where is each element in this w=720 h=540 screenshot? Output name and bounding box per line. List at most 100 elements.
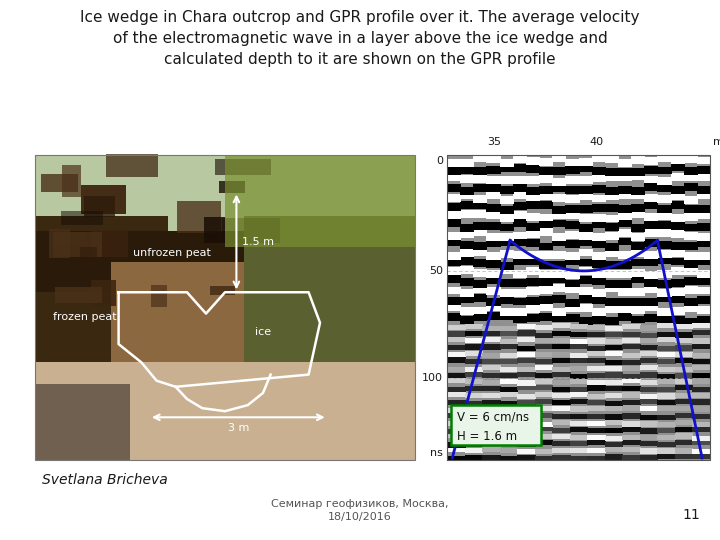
Bar — [513, 155, 527, 163]
Bar — [588, 456, 606, 461]
Bar — [535, 440, 553, 445]
Bar — [482, 365, 500, 370]
Bar — [500, 177, 514, 184]
Bar — [517, 408, 536, 413]
Bar — [526, 297, 540, 305]
Bar — [570, 456, 588, 461]
Bar — [460, 256, 474, 265]
Bar — [644, 183, 658, 191]
Bar — [693, 343, 711, 349]
Bar — [605, 401, 624, 406]
Bar — [605, 223, 619, 231]
Bar — [482, 359, 500, 364]
Bar — [500, 331, 518, 336]
Bar — [500, 312, 514, 320]
Bar — [482, 447, 500, 452]
Bar — [464, 338, 483, 343]
Bar — [513, 211, 527, 219]
Bar — [631, 224, 645, 232]
Text: unfrozen peat: unfrozen peat — [133, 248, 211, 258]
Bar — [513, 165, 527, 172]
Bar — [640, 435, 658, 441]
Bar — [517, 394, 536, 399]
Bar — [670, 242, 685, 250]
Bar — [697, 186, 711, 194]
Bar — [482, 326, 500, 331]
Bar — [517, 380, 536, 386]
Text: Svetlana Bricheva: Svetlana Bricheva — [42, 473, 168, 487]
Bar — [460, 187, 474, 195]
Bar — [605, 271, 619, 278]
Bar — [618, 261, 632, 269]
Bar — [487, 191, 500, 199]
Bar — [605, 393, 624, 399]
Bar — [552, 314, 567, 322]
Bar — [618, 186, 632, 194]
Bar — [640, 345, 658, 350]
Bar — [693, 440, 711, 445]
Bar — [500, 367, 518, 372]
Bar — [464, 386, 483, 391]
Bar — [473, 195, 487, 203]
Bar — [464, 351, 483, 356]
Bar — [693, 427, 711, 433]
Bar — [447, 219, 461, 227]
Bar — [657, 177, 672, 185]
Bar — [693, 454, 711, 458]
Bar — [605, 373, 624, 377]
Bar — [482, 426, 500, 431]
Bar — [570, 407, 588, 411]
Bar — [447, 421, 466, 426]
Bar — [592, 233, 606, 240]
Bar — [592, 167, 606, 176]
Bar — [500, 344, 518, 349]
Bar — [106, 154, 158, 177]
Bar — [570, 421, 588, 426]
Text: 0: 0 — [436, 156, 443, 166]
Bar — [640, 387, 658, 392]
Bar — [640, 380, 658, 385]
Bar — [565, 314, 580, 321]
Bar — [464, 455, 483, 460]
Bar — [487, 176, 500, 184]
Bar — [697, 270, 711, 278]
Bar — [552, 308, 567, 316]
Bar — [482, 330, 500, 336]
Bar — [578, 176, 593, 184]
Bar — [588, 394, 606, 399]
Bar — [644, 279, 658, 287]
Bar — [693, 373, 711, 379]
Bar — [487, 233, 500, 240]
Bar — [513, 219, 527, 227]
Bar — [684, 224, 698, 232]
Bar — [526, 251, 540, 259]
Bar — [552, 178, 567, 186]
Bar — [618, 313, 632, 321]
Bar — [697, 173, 711, 181]
Bar — [517, 401, 536, 406]
Bar — [464, 442, 483, 447]
Bar — [220, 181, 245, 193]
Bar — [588, 373, 606, 379]
Bar — [464, 393, 483, 398]
Bar — [460, 176, 474, 183]
Bar — [447, 252, 461, 260]
Bar — [644, 314, 658, 322]
Bar — [684, 167, 698, 176]
Bar — [552, 400, 571, 405]
Bar — [464, 372, 483, 377]
Bar — [684, 242, 698, 250]
Bar — [578, 304, 593, 312]
Bar — [644, 213, 658, 221]
Bar — [684, 183, 698, 191]
Bar — [697, 223, 711, 231]
Bar — [670, 316, 685, 323]
Text: ice: ice — [255, 327, 271, 337]
Bar — [447, 173, 461, 181]
Bar — [618, 270, 632, 278]
Bar — [675, 454, 693, 459]
Bar — [618, 191, 632, 199]
Bar — [578, 192, 593, 200]
Bar — [447, 429, 466, 434]
Bar — [460, 210, 474, 218]
